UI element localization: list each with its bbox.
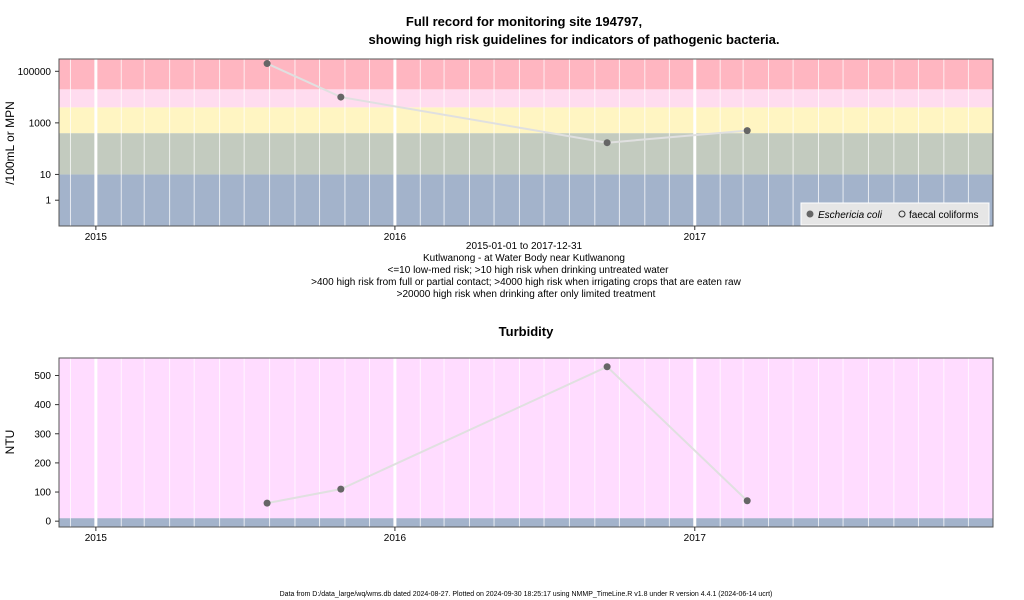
bacteria-plot-x-tick-label: 2017: [684, 232, 707, 243]
bacteria-y-label: /100mL or MPN: [3, 101, 17, 185]
turbidity-plot-x-tick-label: 2016: [384, 533, 407, 544]
turbidity-plot-series-line: [266, 365, 748, 505]
turbidity-plot-data-point: [603, 363, 611, 371]
turbidity-background: [59, 358, 993, 527]
bacteria-plot-frame: [58, 58, 994, 227]
risk-band: [59, 133, 993, 175]
bacteria-plot-x-tick-label: 2016: [384, 232, 407, 243]
legend-marker-open: [898, 210, 906, 218]
chart-title-line2: showing high risk guidelines for indicat…: [369, 32, 780, 47]
risk-band: [59, 59, 993, 90]
bacteria-plot-data-point: [743, 127, 751, 135]
turbidity-plot-x-tick-label: 2015: [85, 533, 108, 544]
legend-marker-filled: [806, 210, 814, 218]
bacteria-plot-data-point: [603, 139, 611, 147]
turbidity-plot-y-tick-label: 200: [34, 458, 51, 469]
turbidity-plot-frame: [58, 357, 994, 528]
turbidity-plot-y-tick-label: 500: [34, 371, 51, 382]
bacteria-plot-y-tick-label: 10: [40, 170, 52, 181]
turbidity-plot-x-tick-label: 2017: [684, 533, 707, 544]
legend: Eschericia coli faecal coliforms: [800, 202, 990, 226]
bacteria-plot-y-tick-label: 1: [45, 196, 51, 207]
turbidity-y-label: NTU: [3, 430, 17, 455]
caption-risk-1: <=10 low-med risk; >10 high risk when dr…: [388, 265, 670, 276]
bacteria-plot-y-tick-label: 100000: [18, 67, 52, 78]
caption-risk-3: >20000 high risk when drinking after onl…: [397, 289, 656, 300]
turbidity-plot-data-point: [263, 499, 271, 507]
caption-risk-2: >400 high risk from full or partial cont…: [311, 277, 741, 288]
legend-label-ecoli: Eschericia coli: [818, 210, 883, 221]
caption-date-range: 2015-01-01 to 2017-12-31: [466, 241, 583, 252]
bacteria-plot-data-point: [263, 60, 271, 68]
turbidity-base-band: [59, 518, 993, 527]
turbidity-plot-y-tick-label: 400: [34, 400, 51, 411]
turbidity-title: Turbidity: [499, 324, 554, 339]
turbidity-plot-y-tick-label: 100: [34, 488, 51, 499]
chart-title-line1: Full record for monitoring site 194797,: [406, 14, 642, 29]
turbidity-plot-y-tick-label: 0: [45, 517, 51, 528]
legend-box: [800, 202, 990, 226]
bacteria-plot-y-tick-label: 1000: [29, 118, 52, 129]
turbidity-plot-data-point: [743, 497, 751, 505]
bacteria-plot: 2015 2016 2017 1 10 1000 100000: [18, 58, 994, 243]
risk-band: [59, 89, 993, 108]
caption-site: Kutlwanong - at Water Body near Kutlwano…: [423, 253, 625, 264]
turbidity-plot-y-tick-label: 300: [34, 429, 51, 440]
turbidity-plot-data-point: [337, 485, 345, 493]
bacteria-plot-data-point: [337, 93, 345, 101]
caption: 2015-01-01 to 2017-12-31 Kutlwanong - at…: [311, 241, 741, 300]
bacteria-plot-series-line: [266, 62, 748, 144]
footer-note: Data from D:/data_large/wq/wms.db dated …: [280, 591, 773, 598]
bacteria-plot-x-tick-label: 2015: [85, 232, 108, 243]
turbidity-plot: 2015 2016 2017 0 100 200 300 400 500: [34, 357, 994, 544]
legend-label-faecal: faecal coliforms: [909, 210, 978, 221]
